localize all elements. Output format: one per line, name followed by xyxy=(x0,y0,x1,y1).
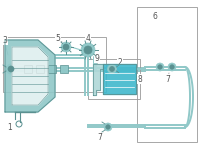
Circle shape xyxy=(156,63,164,71)
Circle shape xyxy=(61,42,71,52)
Text: 6: 6 xyxy=(153,11,157,20)
Text: 9: 9 xyxy=(95,54,99,62)
Polygon shape xyxy=(103,64,136,94)
Circle shape xyxy=(106,125,110,129)
Bar xyxy=(36,65,44,73)
Text: 1: 1 xyxy=(8,122,12,132)
Bar xyxy=(48,65,56,73)
Circle shape xyxy=(63,44,69,50)
Polygon shape xyxy=(93,64,103,95)
Circle shape xyxy=(81,43,95,57)
Bar xyxy=(137,7,197,142)
Text: 3: 3 xyxy=(3,35,7,45)
Bar xyxy=(60,65,68,73)
Polygon shape xyxy=(5,40,55,112)
Bar xyxy=(88,59,140,99)
Circle shape xyxy=(108,65,117,74)
Circle shape xyxy=(168,63,176,71)
Circle shape xyxy=(8,66,14,72)
Circle shape xyxy=(110,66,115,71)
Circle shape xyxy=(170,65,174,69)
Circle shape xyxy=(6,64,16,74)
Circle shape xyxy=(84,46,92,54)
Polygon shape xyxy=(12,47,48,105)
Text: 7: 7 xyxy=(166,75,170,83)
Circle shape xyxy=(104,123,112,131)
Text: 2: 2 xyxy=(118,57,122,66)
Text: 8: 8 xyxy=(138,75,142,83)
Circle shape xyxy=(158,65,162,69)
Bar xyxy=(3,37,106,92)
Text: 4: 4 xyxy=(86,34,90,42)
Text: 5: 5 xyxy=(56,34,60,42)
Text: 7: 7 xyxy=(98,132,102,142)
Bar xyxy=(24,65,32,73)
